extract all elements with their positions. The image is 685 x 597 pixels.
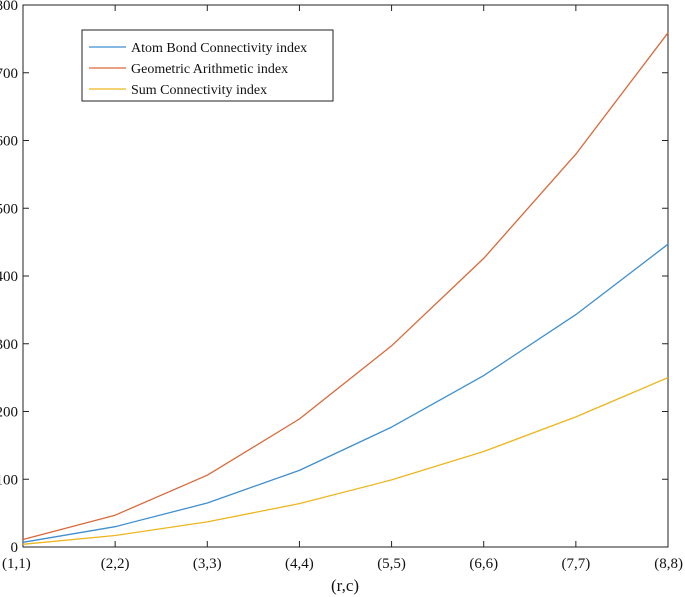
x-axis-label: (r,c) [331, 576, 359, 595]
series-line-2 [22, 32, 669, 541]
y-tick-label: 100 [0, 472, 18, 488]
y-tick-label: 500 [0, 201, 18, 217]
x-tick-label: (1,1) [2, 556, 31, 572]
y-tick-label: 0 [11, 540, 19, 556]
y-tick-label: 700 [0, 66, 18, 82]
y-tick-label: 300 [0, 337, 18, 353]
legend-label: Geometric Arithmetic index [131, 62, 288, 77]
x-tick-label: (3,3) [193, 556, 222, 572]
x-tick-label: (7,7) [561, 556, 590, 572]
series-lines [22, 32, 669, 545]
y-tick-label: 600 [0, 134, 18, 150]
y-tick-label: 400 [0, 269, 18, 285]
legend: Atom Bond Connectivity index Geometric Ar… [81, 29, 334, 102]
series-line-3 [22, 377, 669, 545]
x-tick-label: (8,8) [654, 556, 683, 572]
x-tick-label: (4,4) [285, 556, 314, 572]
x-tick-label: (2,2) [101, 556, 130, 572]
y-tick-label: 800 [0, 0, 18, 14]
series-line-1 [22, 243, 669, 543]
axis-ticks: 0 100 200 300 400 500 600 700 800 (1,1) (2,2) (3,3)… [0, 0, 683, 572]
legend-label: Atom Bond Connectivity index [131, 41, 307, 56]
x-tick-label: (5,5) [377, 556, 406, 572]
legend-label: Sum Connectivity index [131, 83, 267, 98]
y-tick-label: 200 [0, 405, 18, 421]
x-tick-label: (6,6) [469, 556, 498, 572]
